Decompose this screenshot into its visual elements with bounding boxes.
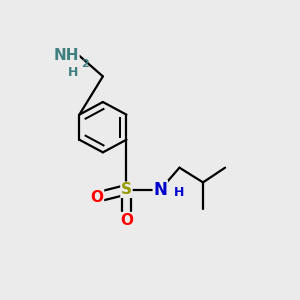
- Text: NH: NH: [54, 48, 79, 63]
- Text: O: O: [91, 190, 103, 205]
- Text: 2: 2: [81, 59, 88, 69]
- Text: H: H: [68, 66, 79, 80]
- Text: O: O: [120, 213, 133, 228]
- Text: H: H: [174, 186, 184, 199]
- Text: N: N: [153, 181, 167, 199]
- Text: S: S: [121, 182, 132, 197]
